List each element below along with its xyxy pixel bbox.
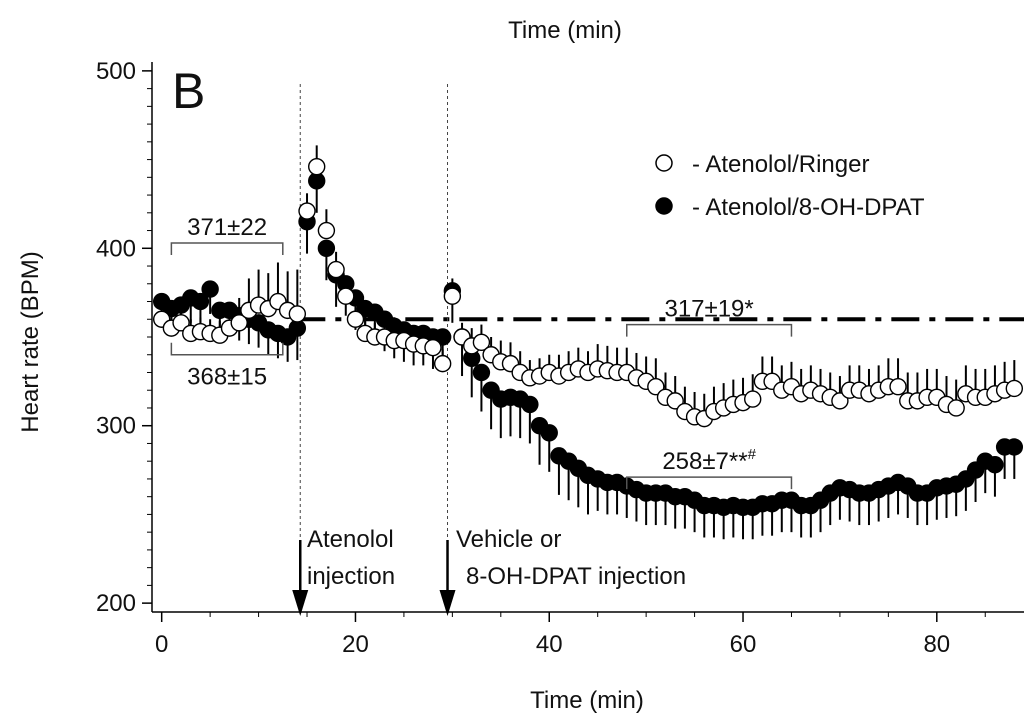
y-tick-label: 400 [96,235,136,262]
data-point [346,310,365,328]
data-point [317,221,336,240]
legend-label-open: - Atenolol/Ringer [692,151,869,178]
data-point [540,424,558,442]
bracket [626,323,793,337]
event-label-vehicle-line1: Vehicle or [456,526,561,553]
data-point [317,239,336,257]
bracket [626,476,793,490]
event-arrow-head [439,590,456,616]
data-point [288,305,307,323]
data-point [433,328,452,346]
event-label-atenolol-line1: Atenolol [307,526,394,553]
event-annotation-atenolol: Atenolol injection [307,526,395,590]
data-point [472,333,491,352]
data-point [831,392,849,410]
data-point [521,395,539,414]
x-tick-label: 80 [923,631,950,658]
data-point [433,354,452,373]
data-point [298,202,316,220]
event-arrow-head [292,590,309,616]
bracket [170,342,284,356]
data-point [986,456,1004,474]
y-tick-label: 300 [96,413,136,440]
data-point [443,287,462,305]
data-point [1005,438,1024,456]
top-axis-title: Time (min) [508,17,622,44]
data-point [201,280,219,298]
y-axis-title: Heart rate (BPM) [17,251,44,432]
x-tick-label: 0 [155,631,168,658]
data-point [230,314,248,332]
event-label-vehicle-line2: 8-OH-DPAT injection [466,563,686,590]
bracket-label: 258±7**# [662,446,756,475]
y-tick-label: 500 [96,58,136,85]
legend: - Atenolol/Ringer - Atenolol/8-OH-DPAT [655,151,925,221]
bracket [170,242,284,255]
event-annotation-vehicle: Vehicle or 8-OH-DPAT injection [456,526,686,590]
bracket-label: 371±22 [187,214,267,241]
x-tick-label: 20 [342,631,369,658]
x-axis-title: Time (min) [530,687,644,713]
data-point [308,157,326,176]
data-point [744,390,762,408]
data-point [191,292,210,311]
x-tick-label: 60 [730,631,757,658]
data-point [172,314,190,332]
data-point [1005,379,1024,398]
event-label-atenolol-line2: injection [307,563,395,590]
data-point [889,377,907,396]
data-point [337,287,355,305]
bracket-label: 317±19* [664,296,753,323]
data-point [472,363,491,382]
bracket-label: 368±15 [187,364,267,391]
data-point [666,392,684,410]
panel-label: B [172,63,205,119]
legend-label-filled: - Atenolol/8-OH-DPAT [692,194,925,221]
data-point [647,377,665,396]
data-point [424,338,442,357]
legend-marker-open [655,154,673,172]
x-tick-label: 40 [536,631,563,658]
data-point [327,260,345,279]
y-tick-label: 200 [96,590,136,617]
legend-marker-filled [655,197,673,215]
data-point [947,399,965,417]
